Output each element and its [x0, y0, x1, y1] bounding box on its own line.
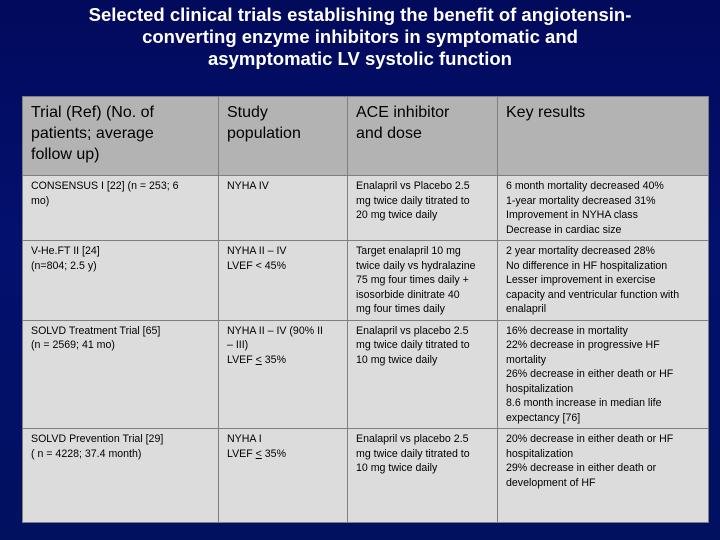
cell-line: Decrease in cardiac size: [506, 223, 622, 236]
cell-line: Target enalapril 10 mg: [356, 245, 461, 257]
cell-dose: Enalapril vs placebo 2.5 mg twice daily …: [347, 428, 498, 523]
header-population: Study population: [218, 96, 348, 176]
cell-line: NYHA II – IV: [227, 245, 287, 257]
cell-line: mg twice daily titrated to: [356, 447, 470, 460]
cell-line: SOLVD Treatment Trial [65]: [31, 324, 161, 337]
cell-trial: SOLVD Prevention Trial [29] ( n = 4228; …: [22, 428, 219, 523]
table-row: SOLVD Prevention Trial [29] ( n = 4228; …: [22, 428, 709, 523]
cell-line: Enalapril vs Placebo 2.5: [356, 180, 470, 192]
trials-table: Trial (Ref) (No. of patients; average fo…: [22, 96, 709, 523]
cell-line: – III): [227, 339, 249, 351]
table-row: SOLVD Treatment Trial [65] (n = 2569; 41…: [22, 319, 709, 429]
title-line: converting enzyme inhibitors in symptoma…: [142, 26, 578, 47]
header-line: ACE inhibitor: [356, 104, 450, 121]
cell-line: 10 mg twice daily: [356, 462, 438, 474]
cell-line: enalapril: [506, 303, 547, 315]
cell-line: hospitalization: [506, 447, 574, 460]
cell-line: 8.6 month increase in median life: [506, 397, 662, 409]
cell-line: 16% decrease in mortality: [506, 324, 628, 337]
lvef-value: 35%: [261, 353, 286, 366]
cell-dose: Enalapril vs placebo 2.5 mg twice daily …: [347, 319, 498, 429]
cell-line: capacity and ventricular function with: [506, 288, 680, 301]
cell-line: NYHA II – IV (90% II: [227, 324, 323, 337]
cell-line: 10 mg twice daily: [356, 353, 438, 366]
cell-line: 20% decrease in either death or HF: [506, 433, 674, 445]
cell-line: 26% decrease in either death or HF: [506, 368, 674, 380]
cell-line: Enalapril vs placebo 2.5: [356, 324, 469, 337]
header-line: Study: [227, 104, 268, 121]
title-line: asymptomatic LV systolic function: [208, 48, 512, 69]
cell-line: 22% decrease in progressive HF: [506, 339, 660, 351]
cell-line: mg twice daily titrated to: [356, 194, 470, 207]
cell-line: ( n = 4228; 37.4 month): [31, 447, 142, 460]
lvef-line: LVEF < 35%: [227, 353, 341, 368]
header-trial: Trial (Ref) (No. of patients; average fo…: [22, 96, 219, 176]
cell-line: LVEF < 45%: [227, 259, 286, 272]
cell-trial: V-He.FT II [24] (n=804; 2.5 y): [22, 240, 219, 321]
header-line: and dose: [356, 125, 422, 142]
cell-results: 16% decrease in mortality 22% decrease i…: [497, 319, 709, 429]
cell-line: (n=804; 2.5 y): [31, 259, 97, 272]
table-header-row: Trial (Ref) (No. of patients; average fo…: [22, 96, 709, 176]
cell-line: NYHA IV: [227, 180, 269, 192]
cell-population: NYHA I LVEF < 35%: [218, 428, 348, 523]
cell-line: development of HF: [506, 476, 596, 489]
header-line: population: [227, 125, 301, 142]
cell-line: 2 year mortality decreased 28%: [506, 245, 655, 257]
cell-line: mortality: [506, 353, 547, 366]
cell-line: 6 month mortality decreased 40%: [506, 180, 664, 192]
cell-trial: SOLVD Treatment Trial [65] (n = 2569; 41…: [22, 319, 219, 429]
cell-line: Improvement in NYHA class: [506, 209, 638, 221]
header-line: patients; average: [31, 125, 154, 142]
header-line: Trial (Ref) (No. of: [31, 104, 154, 121]
cell-results: 2 year mortality decreased 28% No differ…: [497, 240, 709, 321]
cell-line: Enalapril vs placebo 2.5: [356, 433, 469, 445]
cell-line: Lesser improvement in exercise: [506, 274, 656, 286]
cell-line: (n = 2569; 41 mo): [31, 339, 115, 351]
cell-line: hospitalization: [506, 382, 574, 395]
cell-line: SOLVD Prevention Trial [29]: [31, 433, 164, 445]
cell-line: expectancy [76]: [506, 411, 581, 424]
lvef-value: 35%: [261, 447, 286, 460]
cell-line: NYHA I: [227, 433, 262, 445]
cell-population: NYHA IV: [218, 175, 348, 241]
title-line: Selected clinical trials establishing th…: [88, 4, 632, 25]
cell-line: 29% decrease in either death or: [506, 462, 657, 474]
cell-line: twice daily vs hydralazine: [356, 259, 476, 272]
header-key-results: Key results: [497, 96, 709, 176]
cell-line: 20 mg twice daily: [356, 209, 438, 221]
cell-trial: CONSENSUS I [22] (n = 253; 6 mo): [22, 175, 219, 241]
cell-results: 20% decrease in either death or HF hospi…: [497, 428, 709, 523]
cell-population: NYHA II – IV (90% II – III) LVEF < 35%: [218, 319, 348, 429]
lvef-prefix: LVEF: [227, 447, 256, 460]
table-row: CONSENSUS I [22] (n = 253; 6 mo) NYHA IV…: [22, 175, 709, 241]
cell-line: isosorbide dinitrate 40: [356, 288, 460, 301]
header-ace-inhibitor: ACE inhibitor and dose: [347, 96, 498, 176]
cell-dose: Target enalapril 10 mg twice daily vs hy…: [347, 240, 498, 321]
cell-line: mg twice daily titrated to: [356, 339, 470, 351]
lvef-prefix: LVEF: [227, 353, 256, 366]
cell-line: CONSENSUS I [22] (n = 253; 6: [31, 180, 179, 192]
header-line: Key results: [506, 104, 586, 121]
less-equal-symbol: <: [255, 353, 262, 366]
cell-dose: Enalapril vs Placebo 2.5 mg twice daily …: [347, 175, 498, 241]
header-line: follow up): [31, 146, 100, 163]
cell-line: mg four times daily: [356, 303, 445, 315]
less-equal-symbol: <: [255, 447, 262, 460]
table-row: V-He.FT II [24] (n=804; 2.5 y) NYHA II –…: [22, 240, 709, 321]
lvef-line: LVEF < 35%: [227, 447, 341, 462]
cell-results: 6 month mortality decreased 40% 1-year m…: [497, 175, 709, 241]
cell-line: 1-year mortality decreased 31%: [506, 194, 656, 207]
cell-line: mo): [31, 194, 50, 207]
slide-title: Selected clinical trials establishing th…: [20, 4, 700, 70]
cell-line: V-He.FT II [24]: [31, 245, 100, 257]
cell-line: 75 mg four times daily +: [356, 274, 469, 286]
cell-population: NYHA II – IV LVEF < 45%: [218, 240, 348, 321]
cell-line: No difference in HF hospitalization: [506, 259, 668, 272]
